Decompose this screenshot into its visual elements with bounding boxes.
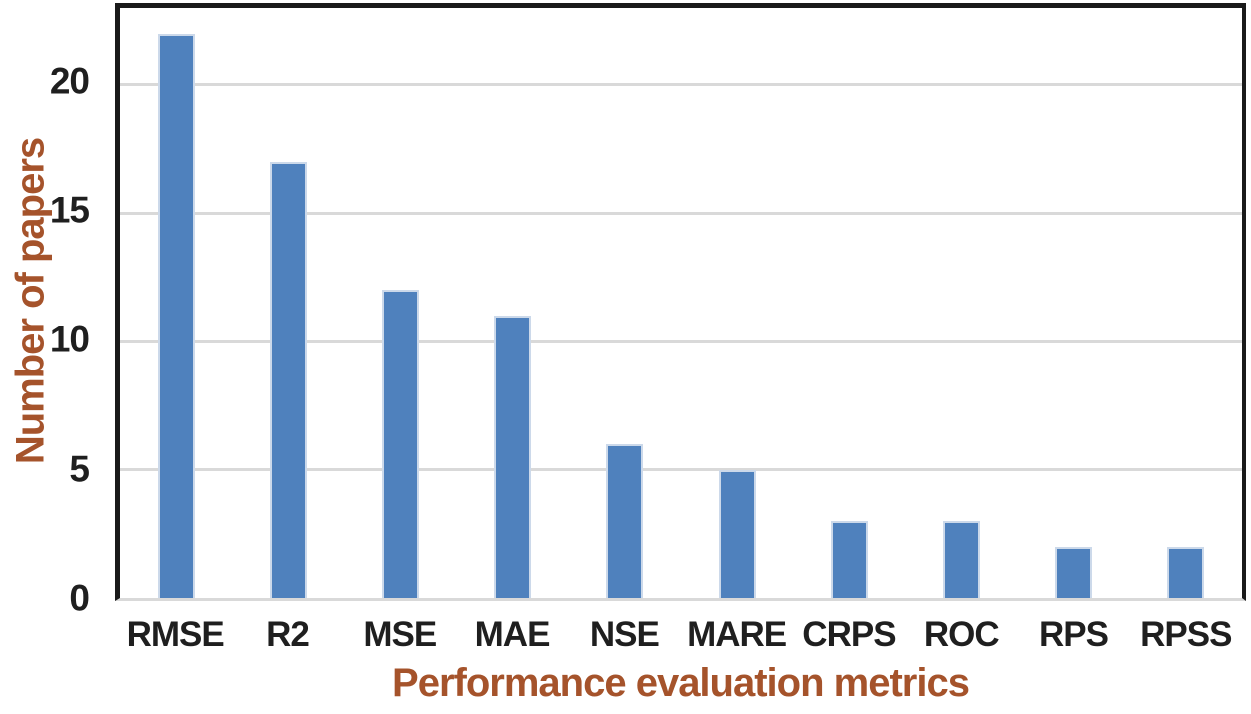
x-category-label-r2: R2: [266, 615, 310, 654]
bar-rmse: [157, 33, 195, 598]
bar-slot-rmse: [120, 8, 232, 598]
x-category-label-nse: NSE: [589, 615, 660, 654]
x-axis-category-labels: RMSE R2 MSE MAE NSE MARE CRPS ROC RPS RPSS: [119, 614, 1242, 656]
bar-slot-nse: [569, 8, 681, 598]
bar-rpss: [1167, 546, 1205, 598]
x-category-label-rmse: RMSE: [126, 615, 225, 654]
bar-roc: [943, 521, 981, 598]
bar-r2: [269, 161, 307, 598]
y-axis-tick-labels: 0 5 10 15 20: [0, 3, 103, 616]
x-category-label-crps: CRPS: [802, 615, 896, 654]
x-category-label-mae: MAE: [474, 615, 551, 654]
bar-mare: [718, 469, 756, 598]
gridline-y5: [120, 468, 1242, 472]
x-category-label-rps: RPS: [1039, 615, 1109, 654]
bar-slot-rpss: [1130, 8, 1242, 598]
x-axis-title: Performance evaluation metrics: [392, 661, 970, 705]
y-tick-label-0: 0: [69, 577, 90, 619]
y-tick-label-10: 10: [49, 318, 90, 360]
x-category-label-mare: MARE: [687, 615, 787, 654]
bars-layer: [120, 8, 1242, 598]
bar-slot-rps: [1018, 8, 1130, 598]
bar-rps: [1055, 546, 1093, 598]
bar-slot-mare: [681, 8, 793, 598]
bar-slot-mse: [344, 8, 456, 598]
bar-slot-mae: [457, 8, 569, 598]
gridline-y10: [120, 339, 1242, 343]
bar-nse: [606, 444, 644, 598]
x-category-label-rpss: RPSS: [1140, 615, 1232, 654]
bar-slot-r2: [232, 8, 344, 598]
bar-slot-roc: [905, 8, 1017, 598]
gridline-y20: [120, 83, 1242, 87]
bar-slot-crps: [793, 8, 905, 598]
bar-mse: [382, 290, 419, 598]
y-tick-label-5: 5: [69, 448, 90, 490]
gridlines-layer: [120, 8, 1242, 598]
bar-crps: [830, 521, 868, 598]
bar-mae: [494, 315, 532, 598]
plot-area: [115, 3, 1246, 601]
y-tick-label-15: 15: [49, 189, 90, 231]
x-category-label-roc: ROC: [923, 615, 1000, 654]
x-category-label-mse: MSE: [363, 615, 437, 654]
gridline-y15: [120, 211, 1242, 215]
y-tick-label-20: 20: [49, 60, 90, 102]
